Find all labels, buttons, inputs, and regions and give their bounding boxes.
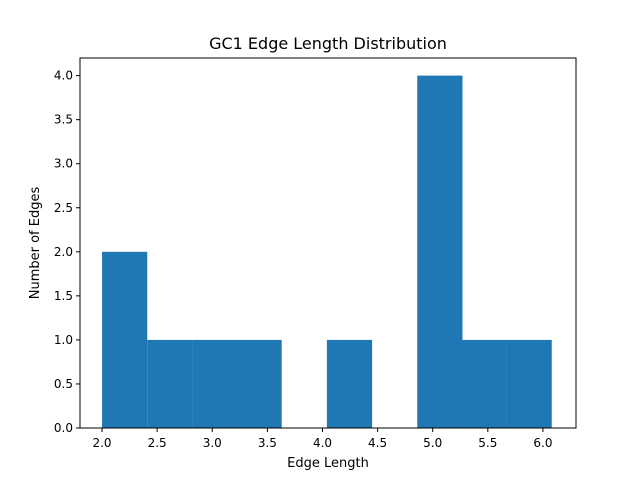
bars-group [102, 75, 552, 428]
x-tick-label: 2.0 [92, 436, 111, 450]
y-tick-label: 0.0 [54, 421, 73, 435]
histogram-bar-1 [147, 339, 193, 428]
x-axis-label: Edge Length [287, 456, 369, 471]
y-tick-label: 3.5 [54, 113, 73, 127]
x-tick-label: 4.5 [368, 436, 387, 450]
y-tick-label: 0.5 [54, 377, 73, 391]
histogram-bar-2 [192, 339, 237, 428]
x-tick-label: 6.0 [533, 436, 552, 450]
x-tick-label: 2.5 [148, 436, 167, 450]
histogram-bar-3 [236, 339, 282, 428]
histogram-bar-8 [462, 339, 507, 428]
y-tick-label: 4.0 [54, 69, 73, 83]
x-tick-label: 5.5 [478, 436, 497, 450]
plot-frame [79, 57, 577, 429]
y-tick-label: 1.0 [54, 333, 73, 347]
y-tick-label: 1.5 [54, 289, 73, 303]
x-tick-label: 5.0 [423, 436, 442, 450]
histogram-bar-9 [506, 339, 552, 428]
y-axis-ticks: 0.0 0.5 1.0 1.5 2.0 2.5 3.0 3.5 4.0 [54, 69, 80, 435]
y-tick-label: 2.5 [54, 201, 73, 215]
y-tick-label: 3.0 [54, 157, 73, 171]
y-axis-label: Number of Edges [28, 187, 43, 300]
x-tick-label: 3.0 [203, 436, 222, 450]
histogram-bar-5 [326, 339, 373, 428]
y-tick-label: 2.0 [54, 245, 73, 259]
histogram-bar-0 [102, 251, 148, 428]
x-axis-ticks: 2.0 2.5 3.0 3.5 4.0 4.5 5.0 5.5 6.0 [92, 428, 552, 450]
x-tick-label: 3.5 [258, 436, 277, 450]
chart-title: GC1 Edge Length Distribution [209, 34, 447, 53]
x-tick-label: 4.0 [313, 436, 332, 450]
histogram-bar-7 [417, 75, 463, 428]
